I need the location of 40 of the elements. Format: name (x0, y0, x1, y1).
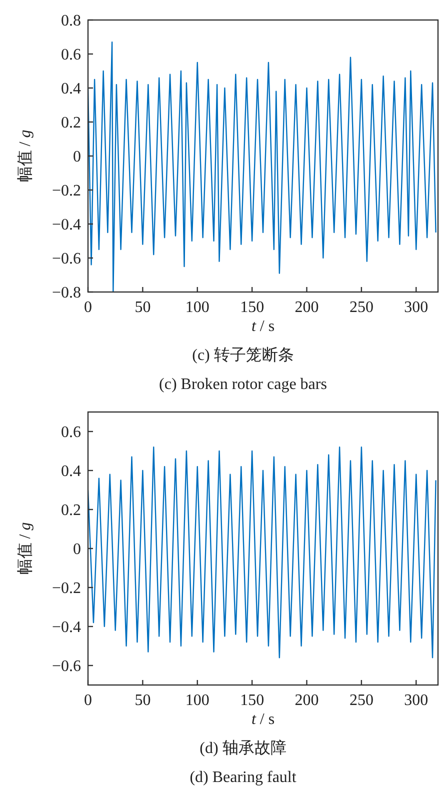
x-tick-label: 250 (349, 299, 374, 316)
y-tick-label: 0.4 (61, 463, 81, 480)
y-tick-label: −0.6 (52, 250, 81, 268)
x-axis-title: t / s (251, 318, 275, 335)
y-tick-label: −0.8 (52, 284, 81, 302)
x-tick-label: 250 (349, 692, 374, 709)
y-axis-title: 幅值 / g (17, 130, 34, 182)
x-axis-title: t / s (251, 711, 275, 728)
text: (c) 转子笼断条 (192, 346, 294, 364)
y-tick-label: 0.2 (61, 114, 81, 132)
y-tick-label: 0.6 (61, 46, 81, 64)
x-tick-label: 200 (294, 692, 319, 709)
y-tick-label: −0.4 (52, 619, 81, 636)
y-axis-title: 幅值 / g (17, 522, 34, 575)
x-tick-label: 300 (404, 299, 428, 316)
x-tick-label: 0 (84, 692, 92, 709)
x-tick-label: 0 (84, 299, 92, 316)
x-tick-label: 100 (185, 692, 210, 709)
y-tick-label: 0.8 (61, 12, 81, 30)
y-tick-label: −0.4 (52, 216, 81, 234)
y-tick-label: 0.6 (61, 424, 81, 441)
x-tick-label: 200 (294, 299, 319, 316)
y-tick-label: −0.2 (52, 580, 81, 597)
x-tick-label: 150 (240, 299, 264, 316)
text: (d) 轴承故障 (200, 739, 286, 757)
text: (c) Broken rotor cage bars (159, 376, 327, 393)
x-tick-label: 50 (134, 692, 151, 709)
y-tick-label: 0 (73, 541, 81, 558)
x-tick-label: 300 (404, 692, 428, 709)
y-tick-label: −0.2 (52, 182, 81, 200)
y-tick-label: 0.4 (61, 80, 81, 98)
line-series (88, 446, 436, 658)
y-tick-label: −0.6 (52, 658, 81, 675)
text: (d) Bearing fault (190, 769, 297, 786)
y-tick-label: 0 (73, 148, 81, 166)
x-tick-label: 100 (185, 299, 210, 316)
y-tick-label: 0.2 (61, 502, 81, 519)
x-tick-label: 50 (134, 299, 151, 316)
x-tick-label: 150 (240, 692, 264, 709)
line-series (88, 42, 436, 292)
